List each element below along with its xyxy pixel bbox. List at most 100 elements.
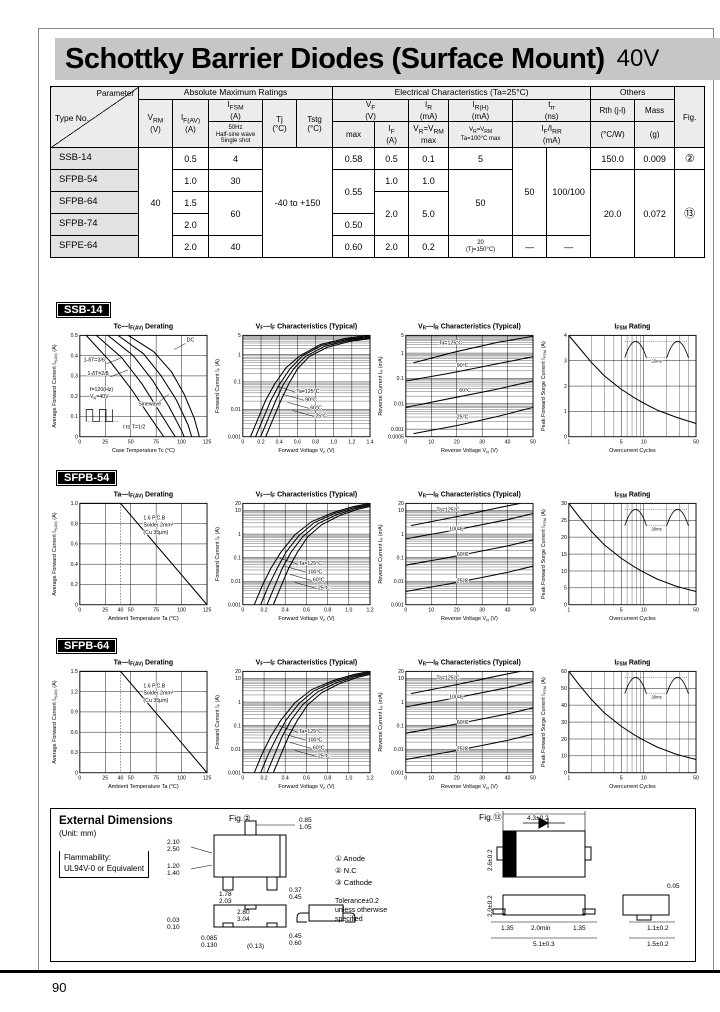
svg-text:5: 5 (401, 333, 404, 339)
svg-text:1: 1 (401, 700, 404, 706)
svg-text:1-δT=2/8: 1-δT=2/8 (87, 371, 108, 377)
svg-text:75: 75 (153, 608, 159, 614)
chart-title: VR—IR Characteristics (Typical) (418, 323, 521, 331)
tolerance-note: Tolerance±0.2 unless otherwise specified (335, 898, 388, 924)
y-axis-label: Reverse Current IR (mA) (378, 692, 384, 751)
svg-text:5: 5 (238, 333, 241, 339)
svg-text:t to T=1/2: t to T=1/2 (123, 425, 145, 431)
svg-text:4: 4 (564, 333, 567, 339)
svg-text:10: 10 (641, 608, 647, 614)
spec-table-cell: 150.0 (590, 147, 636, 171)
svg-text:0: 0 (564, 603, 567, 609)
svg-text:0.5: 0.5 (71, 333, 78, 339)
spec-table-header-cell: (°C/W) (590, 121, 636, 149)
svg-text:30: 30 (479, 776, 485, 782)
x-axis-label: Reverse Voltage VR (V) (441, 616, 498, 622)
spec-table-header-cell: IFSM (A) (208, 98, 263, 123)
svg-text:0.01: 0.01 (394, 402, 404, 408)
x-axis-label: Case Temperature Tc (°C) (112, 448, 175, 454)
spec-table-header-cell: IF (A) (374, 121, 410, 149)
svg-text:0: 0 (404, 440, 407, 446)
dimension-label: 1.1±0.2 (647, 925, 669, 932)
spec-table-cell: 2.0 (172, 213, 209, 237)
svg-text:0.8: 0.8 (324, 776, 331, 782)
svg-text:0.8: 0.8 (312, 440, 319, 446)
svg-text:50: 50 (530, 440, 536, 446)
svg-text:0: 0 (241, 440, 244, 446)
svg-text:0.4: 0.4 (71, 353, 78, 359)
dimension-label: 2.0±0.2 (487, 895, 494, 917)
spec-table-header-cell: IF/IRR (mA) (512, 121, 592, 149)
svg-text:0.3: 0.3 (71, 374, 78, 380)
svg-text:40: 40 (118, 776, 124, 782)
spec-table-header-cell: max (332, 121, 376, 149)
svg-text:1: 1 (567, 608, 570, 614)
svg-text:3: 3 (564, 358, 567, 364)
svg-text:Ta=125°C: Ta=125°C (436, 675, 459, 681)
svg-text:1: 1 (401, 351, 404, 357)
svg-text:50: 50 (561, 686, 567, 692)
spec-table-header-cell: VRM (V) (138, 98, 173, 149)
spec-table-header-cell: Absolute Maximum Ratings (137, 86, 334, 100)
spec-table-cell: 4 (208, 147, 263, 171)
svg-text:50: 50 (530, 776, 536, 782)
dimension-label: 0.03 0.10 (167, 917, 180, 932)
svg-text:0: 0 (78, 608, 81, 614)
svg-text:0.4: 0.4 (282, 608, 289, 614)
svg-text:0.3: 0.3 (71, 750, 78, 756)
flammability-note: Flammability: UL94V-0 or Equivalent (59, 851, 150, 878)
spec-table-header-cell: Rth (j-l) (590, 98, 636, 123)
svg-text:0: 0 (78, 440, 81, 446)
svg-text:20: 20 (454, 440, 460, 446)
voltage-rating: 40V (616, 45, 660, 72)
svg-text:10: 10 (428, 440, 434, 446)
svg-text:0.01: 0.01 (231, 747, 241, 753)
y-axis-label: Forward Current IF (A) (215, 527, 221, 581)
spec-table-cell: SSB-14 (50, 147, 139, 171)
svg-text:40: 40 (118, 608, 124, 614)
chart-title: IFSM Rating (614, 323, 650, 331)
x-axis-label: Ambient Temperature Ta (°C) (108, 616, 179, 622)
spec-table-cell: -40 to +150 (261, 147, 334, 259)
svg-text:0.001: 0.001 (228, 603, 241, 609)
svg-text:0.2: 0.2 (71, 394, 78, 400)
svg-text:0.01: 0.01 (231, 407, 241, 413)
svg-text:1.6 P.C.B: 1.6 P.C.B (143, 516, 165, 522)
svg-text:40: 40 (505, 776, 511, 782)
svg-text:75: 75 (153, 440, 159, 446)
svg-text:25°C: 25°C (457, 578, 469, 584)
spec-table-header-cell: Electrical Characteristics (Ta=25°C) (332, 86, 592, 100)
spec-table-cell: 1.0 (374, 169, 410, 193)
svg-text:0.001: 0.001 (391, 771, 404, 777)
graph-section-ssb-14: SSB-14 0 25 50 75 100 125 0.5 0.4 0.3 0.2 0.1 0 DC 1-δ… (50, 300, 710, 471)
spec-table-cell: 100/100 (546, 147, 592, 237)
svg-text:10: 10 (561, 569, 567, 575)
svg-text:50: 50 (530, 608, 536, 614)
y-axis-label: Reverse Current IR (mA) (378, 524, 384, 583)
svg-text:Ta=125°C: Ta=125°C (299, 561, 322, 567)
spec-table-cell: 40 (208, 235, 263, 259)
chart-row: 0 25 40 50 75 100 125 1.5 1.2 0.9 0.6 0.3 0 1.6 P.C.B… (50, 655, 710, 807)
svg-text:100: 100 (177, 608, 186, 614)
svg-text:100: 100 (177, 440, 186, 446)
svg-text:90°C: 90°C (457, 363, 469, 369)
page-title: Schottky Barrier Diodes (Surface Mount) (65, 42, 605, 75)
spec-table-cell: 0.60 (332, 235, 376, 259)
svg-text:VR=40V: VR=40V (90, 394, 109, 400)
chart-title: IFSM Rating (614, 659, 650, 667)
chart-title: Ta—IF(AV) Derating (114, 491, 174, 499)
svg-text:25: 25 (102, 776, 108, 782)
svg-text:10: 10 (398, 676, 404, 682)
y-axis-label: Peak Forward Surge Current IFSM (A) (541, 677, 547, 767)
svg-text:10: 10 (235, 508, 241, 514)
svg-text:60°C: 60°C (457, 720, 469, 726)
svg-text:25°C: 25°C (318, 754, 330, 760)
svg-text:20: 20 (561, 737, 567, 743)
svg-text:f=120(Hz): f=120(Hz) (90, 387, 113, 393)
graph-section-sfpb-64: SFPB-64 0 25 40 50 75 100 125 1.5 1.2 0.9 0.6 0.3 0 1.… (50, 636, 710, 807)
spec-table-cell: 30 (208, 169, 263, 193)
dimension-label: 0.085 0.130 (201, 935, 218, 950)
